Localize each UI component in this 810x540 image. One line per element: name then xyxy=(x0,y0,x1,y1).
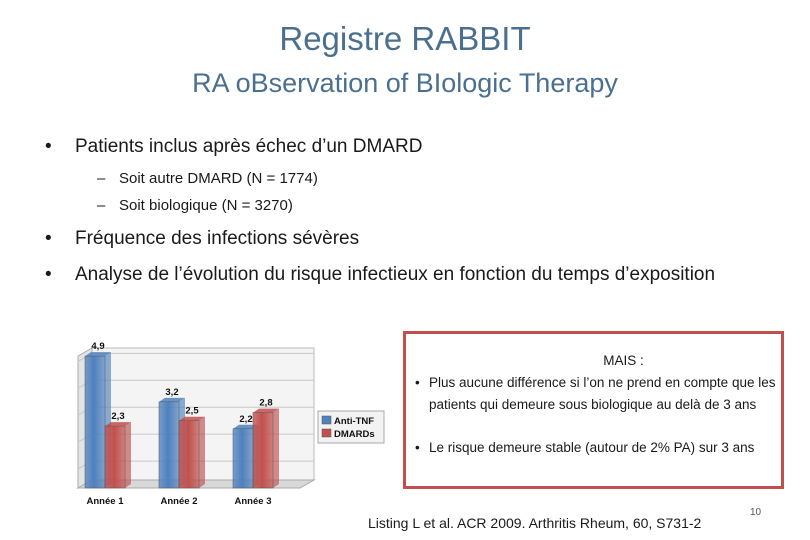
bullet-item: • Patients inclus après échec d’un DMARD xyxy=(45,133,745,160)
bar-side xyxy=(199,416,205,488)
legend-label: DMARDs xyxy=(334,429,375,440)
category-label: Année 2 xyxy=(161,496,198,507)
data-label: 2,3 xyxy=(111,411,124,422)
reference: Listing L et al. ACR 2009. Arthritis Rhe… xyxy=(368,515,702,531)
bullet-text: Fréquence des infections sévères xyxy=(75,228,360,249)
bar xyxy=(232,428,254,489)
bar-top xyxy=(179,416,205,421)
note-text: Plus aucune différence si l’on ne prend … xyxy=(429,375,776,412)
bullet-item: • Fréquence des infections sévères xyxy=(45,225,745,252)
dash: – xyxy=(97,197,106,214)
bar-side xyxy=(125,422,131,488)
sub-bullet-item: – Soit biologique (N = 3270) xyxy=(97,197,293,214)
sub-bullet-text: Soit autre DMARD (N = 1774) xyxy=(119,170,318,187)
data-label: 2,8 xyxy=(259,398,272,409)
dash: – xyxy=(97,170,106,187)
data-label: 2,2 xyxy=(239,414,252,425)
legend-swatch xyxy=(321,428,332,438)
bullet-dot: • xyxy=(45,136,52,157)
bar-top xyxy=(105,422,131,427)
legend-swatch xyxy=(321,415,332,425)
category-label: Année 1 xyxy=(87,496,125,507)
bar xyxy=(84,355,106,489)
bullet-item: • Analyse de l’évolution du risque infec… xyxy=(45,261,745,288)
bar xyxy=(252,412,274,489)
bullet-text: Analyse de l’évolution du risque infecti… xyxy=(75,264,716,285)
data-label: 2,5 xyxy=(185,406,199,417)
bar-chart: 4,9 2,3 Année 1 3,2 2,5 Année 2 2,2 2,8 Année 3 A… xyxy=(76,341,385,507)
page-number: 10 xyxy=(750,507,762,518)
bar-top xyxy=(159,397,185,402)
bar-top xyxy=(253,408,279,413)
category-label: Année 3 xyxy=(235,496,272,507)
bullet-dot: • xyxy=(45,264,52,285)
note-box: MAIS : • Plus aucune différence si l’on … xyxy=(403,331,784,489)
data-label: 3,2 xyxy=(165,387,178,398)
bar-top xyxy=(85,352,111,357)
bullet-text: Patients inclus après échec d’un DMARD xyxy=(75,136,423,157)
bar xyxy=(178,420,200,489)
bullet-dot: • xyxy=(45,228,52,249)
bar-side xyxy=(273,408,279,488)
note-item: • Plus aucune différence si l’on ne pren… xyxy=(415,372,780,415)
legend-label: Anti-TNF xyxy=(334,416,374,427)
bar xyxy=(158,401,180,489)
sub-bullet-text: Soit biologique (N = 3270) xyxy=(119,197,293,214)
bullet-dot: • xyxy=(415,375,420,390)
bar-top xyxy=(233,424,259,429)
bullet-dot: • xyxy=(415,440,420,455)
note-box-title: MAIS : xyxy=(603,353,644,368)
data-label: 4,9 xyxy=(91,341,104,352)
note-text: Le risque demeure stable (autour de 2% P… xyxy=(429,440,755,455)
slide-subtitle: RA oBservation of BIologic Therapy xyxy=(192,68,618,98)
sub-bullet-item: – Soit autre DMARD (N = 1774) xyxy=(97,170,318,187)
slide-title: Registre RABBIT xyxy=(279,20,531,57)
bar xyxy=(104,425,126,489)
note-item: • Le risque demeure stable (autour de 2%… xyxy=(415,437,780,459)
